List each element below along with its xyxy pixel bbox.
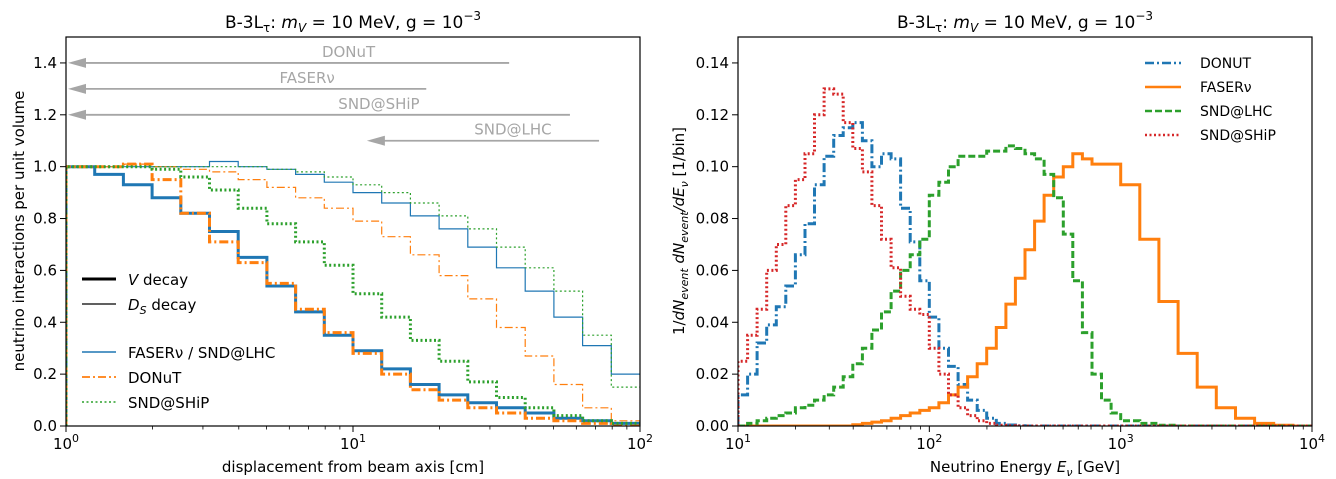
left-ytick-label-3: 0.6	[33, 261, 57, 279]
left-xtick-label-1: 101	[340, 432, 366, 453]
right-ytick-label-0: 0.00	[696, 417, 729, 435]
right-series-donut	[738, 121, 1312, 426]
arrow-label-2: SND@SHiP	[338, 95, 419, 113]
left-x-axis-label: displacement from beam axis [cm]	[222, 458, 484, 476]
right-series-group	[738, 87, 1312, 426]
right-xtick-label-0: 101	[725, 432, 751, 453]
right-chart: B-3Lτ: mV = 10 MeV, g = 10−3 101 102 103 10…	[670, 9, 1325, 479]
right-plot-frame	[737, 36, 1313, 427]
left-ytick-label-5: 1.0	[33, 158, 57, 176]
left-series-group	[66, 160, 640, 426]
arrow-head-1	[68, 83, 86, 94]
legend-label-donut: DONuT	[128, 369, 182, 387]
right-legend: DONUT FASERν SND@LHC SND@SHiP	[1145, 56, 1276, 144]
left-series-snd-ship-v	[66, 165, 640, 426]
legend-label-faser-snd-lhc: FASERν / SND@LHC	[128, 344, 275, 362]
left-ytick-label-6: 1.2	[33, 106, 57, 124]
legend-label-ds-decay: DS decay	[128, 296, 197, 317]
right-ytick-label-3: 0.06	[696, 261, 729, 279]
right-xtick-label-3: 104	[1299, 432, 1325, 453]
right-ytick-label-4: 0.08	[696, 210, 729, 228]
right-ytick-label-6: 0.12	[696, 106, 729, 124]
left-y-axis-label: neutrino interactions per unit volume	[10, 91, 28, 372]
left-ytick-label-7: 1.4	[33, 54, 57, 72]
arrow-label-0: DONuT	[322, 43, 376, 61]
left-ytick-label-0: 0.0	[33, 417, 57, 435]
right-x-axis-label: Neutrino Energy Eν [GeV]	[930, 458, 1120, 479]
right-series-snd-lhc	[738, 144, 1312, 426]
right-ytick-label-5: 0.10	[696, 158, 729, 176]
right-chart-title: B-3Lτ: mV = 10 MeV, g = 10−3	[897, 9, 1153, 35]
legend-label-v-decay: V decay	[128, 271, 188, 289]
legend-label-donut-energy: DONUT	[1200, 56, 1252, 72]
legend-label-snd-lhc-energy: SND@LHC	[1200, 104, 1272, 120]
arrow-head-0	[68, 57, 86, 68]
arrow-label-1: FASERν	[279, 69, 334, 87]
right-xtick-label-2: 103	[1108, 432, 1134, 453]
left-x-axis: 100 101 102	[53, 426, 653, 453]
left-chart-title: B-3Lτ: mV = 10 MeV, g = 10−3	[225, 9, 481, 35]
left-series-donut-v	[66, 162, 640, 426]
right-y-axis-label: 1/dNevent dNevent/dEν [1/bin]	[670, 127, 691, 335]
left-xtick-label-0: 100	[53, 432, 79, 453]
right-xtick-label-1: 102	[916, 432, 942, 453]
left-legend: V decay DS decay FASERν / SND@LHC DONuT …	[82, 271, 275, 412]
legend-label-snd-ship: SND@SHiP	[128, 394, 209, 412]
left-series-donut-ds	[66, 163, 640, 426]
left-xtick-label-2: 102	[627, 432, 653, 453]
left-ytick-label-4: 0.8	[33, 210, 57, 228]
arrow-head-3	[366, 135, 385, 146]
right-ytick-label-2: 0.04	[696, 313, 729, 331]
arrow-label-3: SND@LHC	[474, 121, 551, 139]
right-ytick-label-7: 0.14	[696, 54, 729, 72]
right-ytick-label-1: 0.02	[696, 365, 729, 383]
right-series-snd-ship	[738, 87, 1312, 426]
left-chart: B-3Lτ: mV = 10 MeV, g = 10−3 DONuT FASERν…	[10, 9, 653, 476]
arrow-head-2	[68, 109, 86, 120]
left-ytick-label-2: 0.4	[33, 313, 57, 331]
legend-label-faser-energy: FASERν	[1200, 80, 1252, 96]
right-y-axis: 0.00 0.02 0.04 0.06 0.08 0.10 0.12 0.14	[696, 54, 738, 435]
left-series-faser-snd-lhc-ds	[66, 160, 640, 426]
right-series-faser-	[738, 152, 1312, 426]
left-series-snd-ship-ds	[66, 166, 640, 426]
left-y-axis: 0.0 0.2 0.4 0.6 0.8 1.0 1.2 1.4	[33, 54, 66, 435]
left-ytick-label-1: 0.2	[33, 365, 57, 383]
legend-label-snd-ship-energy: SND@SHiP	[1200, 128, 1276, 144]
right-x-axis: 101 102 103 104	[725, 426, 1325, 453]
